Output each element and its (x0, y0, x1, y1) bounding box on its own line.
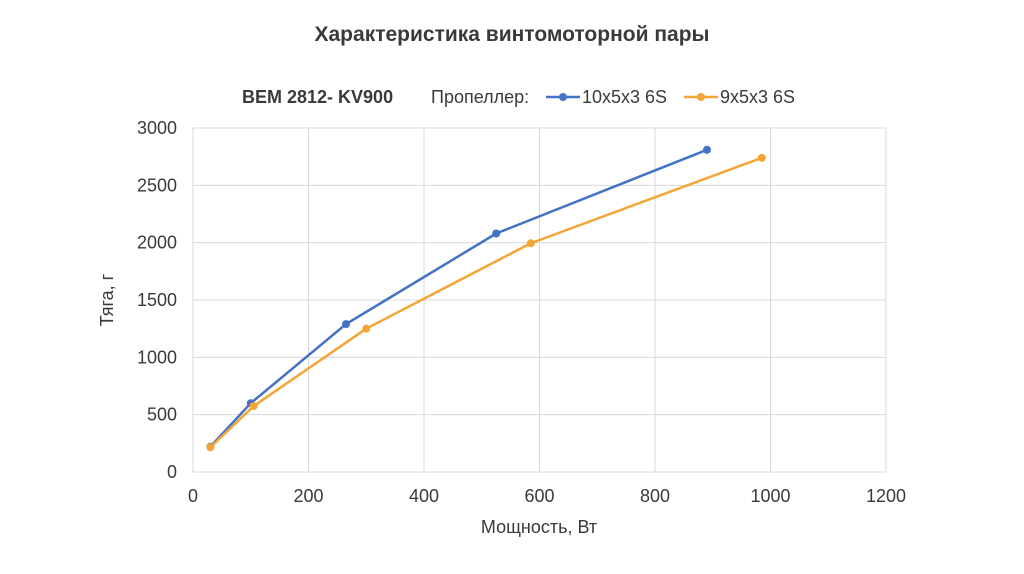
y-axis-ticks: 0 500 1000 1500 2000 2500 3000 (137, 118, 177, 482)
y-tick-label-1: 500 (147, 405, 177, 425)
legend: 10x5x3 6S 9x5x3 6S (546, 87, 795, 107)
x-tick-label-2: 400 (409, 486, 439, 506)
y-tick-label-6: 3000 (137, 118, 177, 138)
y-tick-label-5: 2500 (137, 175, 177, 195)
x-tick-label-3: 600 (524, 486, 554, 506)
data-point-0-2 (342, 320, 351, 329)
x-axis-ticks: 0 200 400 600 800 1000 1200 (188, 486, 906, 506)
data-point-1-3 (526, 239, 535, 248)
x-tick-label-6: 1200 (866, 486, 906, 506)
x-axis-label: Мощность, Вт (481, 517, 597, 537)
x-tick-label-5: 1000 (750, 486, 790, 506)
y-tick-label-0: 0 (167, 462, 177, 482)
legend-item-1: 9x5x3 6S (684, 87, 795, 107)
data-point-1-2 (362, 324, 371, 333)
data-point-0-4 (702, 145, 711, 154)
data-point-1-4 (757, 153, 766, 162)
series-line-1 (209, 156, 764, 449)
motor-label: BEM 2812- KV900 (242, 87, 393, 107)
y-tick-label-3: 1500 (137, 290, 177, 310)
legend-marker-0 (559, 93, 567, 101)
data-point-1-0 (206, 443, 215, 452)
y-axis-label: Тяга, г (97, 273, 117, 326)
x-tick-label-4: 800 (640, 486, 670, 506)
y-tick-label-2: 1000 (137, 347, 177, 367)
series-line-0 (209, 148, 709, 449)
chart-title: Характеристика винтомоторной пары (315, 23, 710, 46)
legend-marker-1 (697, 93, 705, 101)
grid (192, 127, 887, 473)
legend-label-1: 9x5x3 6S (720, 87, 795, 107)
legend-item-0: 10x5x3 6S (546, 87, 667, 107)
legend-prefix: Пропеллер: (431, 87, 529, 107)
x-tick-label-1: 200 (293, 486, 323, 506)
legend-label-0: 10x5x3 6S (582, 87, 667, 107)
x-tick-label-0: 0 (188, 486, 198, 506)
series-1 (206, 153, 766, 452)
series-layer (206, 145, 766, 452)
data-point-0-3 (492, 229, 501, 238)
data-point-1-1 (249, 402, 258, 411)
y-tick-label-4: 2000 (137, 233, 177, 253)
series-0 (206, 145, 711, 451)
